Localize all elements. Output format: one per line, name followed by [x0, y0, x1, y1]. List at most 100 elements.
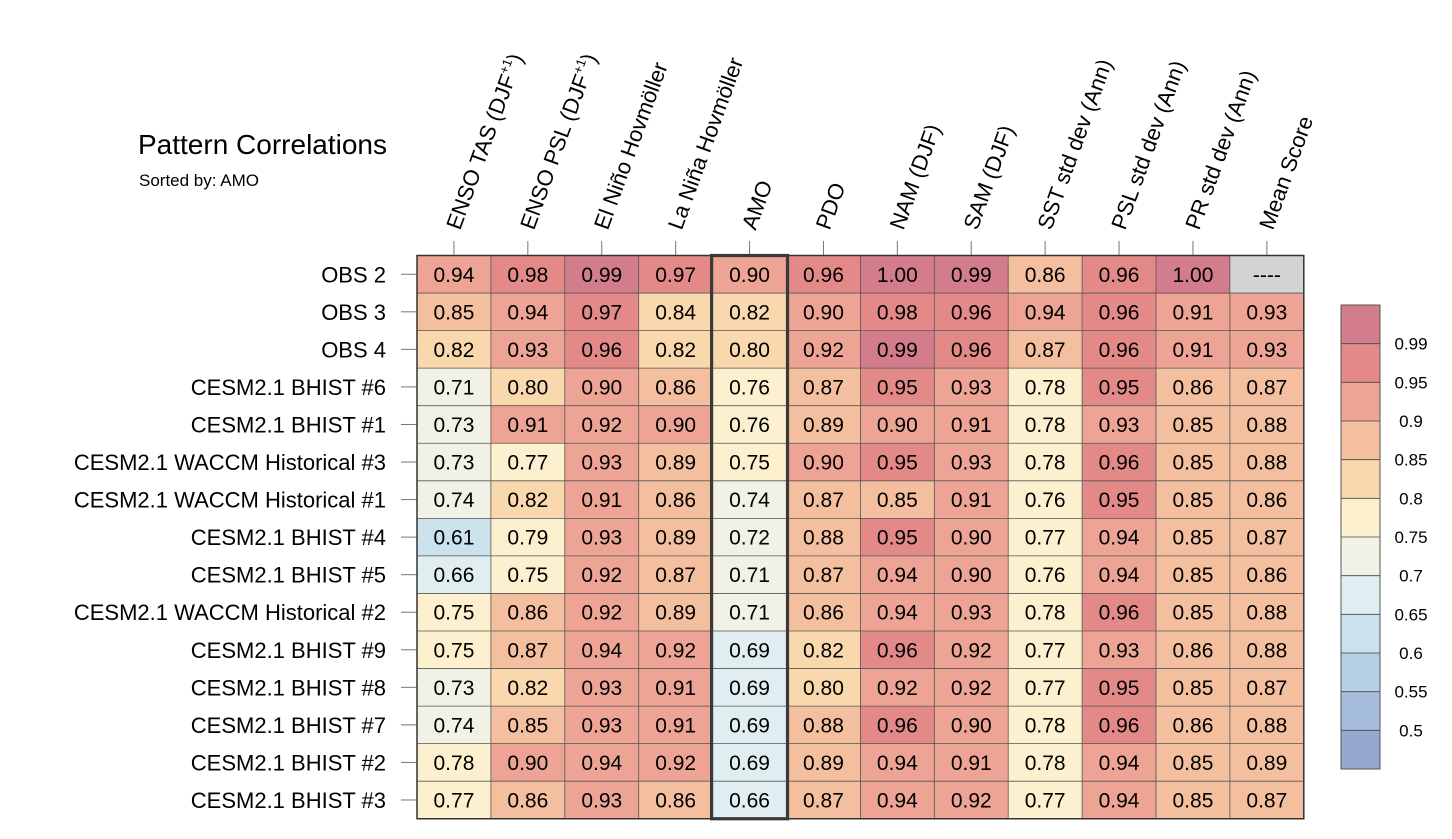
heatmap-cell — [1229, 631, 1304, 669]
cell-value-label: 0.76 — [1025, 564, 1066, 587]
heatmap-cell — [1156, 743, 1230, 782]
heatmap-cell — [934, 555, 1009, 594]
cell-value-label: 0.76 — [729, 376, 770, 399]
heatmap-cell — [1156, 368, 1230, 406]
colorbar-swatch — [1341, 498, 1380, 537]
heatmap-cell — [712, 330, 787, 369]
heatmap-cell — [712, 255, 787, 294]
cell-value-label: 0.96 — [951, 301, 992, 324]
heatmap-cell — [490, 706, 565, 744]
cell-value-label: 0.86 — [1173, 639, 1214, 662]
heatmap-cell — [1156, 480, 1230, 519]
cell-value-label: 0.74 — [434, 489, 475, 512]
heatmap-cell — [1008, 255, 1083, 294]
cell-value-label: 0.77 — [1025, 639, 1066, 662]
heatmap-cell — [1008, 368, 1083, 406]
row-label: CESM2.1 BHIST #1 — [191, 412, 386, 437]
cell-value-label: 0.95 — [1099, 677, 1140, 700]
heatmap-cell — [934, 743, 1009, 782]
colorbar-swatch — [1341, 305, 1380, 344]
cell-value-label: 0.79 — [507, 527, 548, 550]
column-label: ENSO PSL (DJF+1) — [514, 50, 602, 233]
heatmap-cell — [860, 555, 935, 594]
cell-value-label: 0.86 — [507, 602, 548, 625]
heatmap-cell — [786, 706, 861, 744]
heatmap-cell — [417, 706, 491, 744]
cell-value-label: 0.92 — [581, 602, 622, 625]
cell-value-label: 0.85 — [507, 714, 548, 737]
heatmap-cell — [712, 743, 787, 782]
cell-value-label: 0.91 — [951, 752, 992, 775]
heatmap-cell — [1008, 631, 1083, 669]
heatmap-cell — [417, 293, 491, 331]
heatmap-cell — [860, 443, 935, 481]
heatmap-cell — [934, 668, 1009, 707]
colorbar-tick-label: 0.5 — [1399, 721, 1423, 740]
heatmap-cell — [638, 781, 713, 819]
heatmap-cell — [564, 293, 639, 331]
heatmap-cell — [860, 330, 935, 369]
heatmap-cell — [490, 555, 565, 594]
heatmap-cell — [860, 706, 935, 744]
cell-value-label: 0.92 — [581, 564, 622, 587]
cell-value-label: 0.93 — [581, 789, 622, 812]
cell-value-label: 0.96 — [1099, 602, 1140, 625]
heatmap-cell — [490, 480, 565, 519]
row-label: CESM2.1 BHIST #3 — [191, 788, 386, 813]
heatmap-cell — [1156, 405, 1230, 444]
heatmap-cell — [1229, 330, 1304, 369]
cell-value-label: 0.99 — [951, 264, 992, 287]
cell-value-label: 0.87 — [1246, 527, 1287, 550]
cell-value-label: 0.96 — [803, 264, 844, 287]
heatmap-cell — [786, 743, 861, 782]
cell-value-label: 0.87 — [655, 564, 696, 587]
heatmap-cell — [1082, 668, 1156, 707]
cell-value-label: 0.85 — [1173, 489, 1214, 512]
column-label: AMO — [737, 177, 778, 233]
cell-value-label: 0.98 — [877, 301, 918, 324]
colorbar-tick-label: 0.7 — [1399, 567, 1423, 586]
cell-value-label: 0.99 — [877, 339, 918, 362]
cell-value-label: 0.90 — [507, 752, 548, 775]
heatmap-cell — [490, 405, 565, 444]
cell-value-label: 0.95 — [877, 452, 918, 475]
cell-value-label: 0.86 — [1173, 714, 1214, 737]
cell-value-label: 0.88 — [1246, 639, 1287, 662]
heatmap-cell — [1082, 443, 1156, 481]
cell-value-label: 0.78 — [1025, 602, 1066, 625]
cell-value-label: 0.96 — [581, 339, 622, 362]
heatmap-cell — [1008, 706, 1083, 744]
cell-value-label: 0.93 — [1099, 639, 1140, 662]
cell-value-label: 0.94 — [877, 602, 918, 625]
cell-value-label: 0.91 — [951, 489, 992, 512]
cell-value-label: 0.96 — [1099, 264, 1140, 287]
heatmap-grid — [416, 253, 1305, 821]
heatmap-cell — [786, 255, 861, 294]
cell-value-label: 0.78 — [1025, 414, 1066, 437]
heatmap-cell — [1008, 405, 1083, 444]
cell-value-label: 0.87 — [803, 789, 844, 812]
colorbar-swatch — [1341, 575, 1380, 615]
cell-value-label: 0.85 — [1173, 752, 1214, 775]
heatmap-cell — [638, 668, 713, 707]
cell-value-label: 0.89 — [655, 452, 696, 475]
heatmap-cell — [712, 518, 787, 556]
heatmap-cell — [564, 593, 639, 631]
heatmap-cell — [786, 781, 861, 819]
chart-title: Pattern Correlations — [138, 129, 387, 160]
cell-value-label: 0.92 — [655, 752, 696, 775]
heatmap-cell — [417, 593, 491, 631]
heatmap-cell — [860, 593, 935, 631]
column-label: PDO — [811, 179, 851, 232]
cell-value-label: 0.93 — [581, 452, 622, 475]
colorbar: 0.99 0.95 0.9 0.85 0.8 0.75 0.7 0.65 0.6 0.55 0.5 — [1340, 304, 1428, 770]
heatmap-cell — [1082, 330, 1156, 369]
heatmap-cell — [490, 443, 565, 481]
cell-value-label: 0.90 — [951, 527, 992, 550]
heatmap-cell — [564, 255, 639, 294]
cell-value-label: 0.96 — [1099, 714, 1140, 737]
heatmap-cell — [564, 405, 639, 444]
heatmap-cell — [638, 293, 713, 331]
cell-value-label: 0.93 — [507, 339, 548, 362]
heatmap-cell — [490, 631, 565, 669]
